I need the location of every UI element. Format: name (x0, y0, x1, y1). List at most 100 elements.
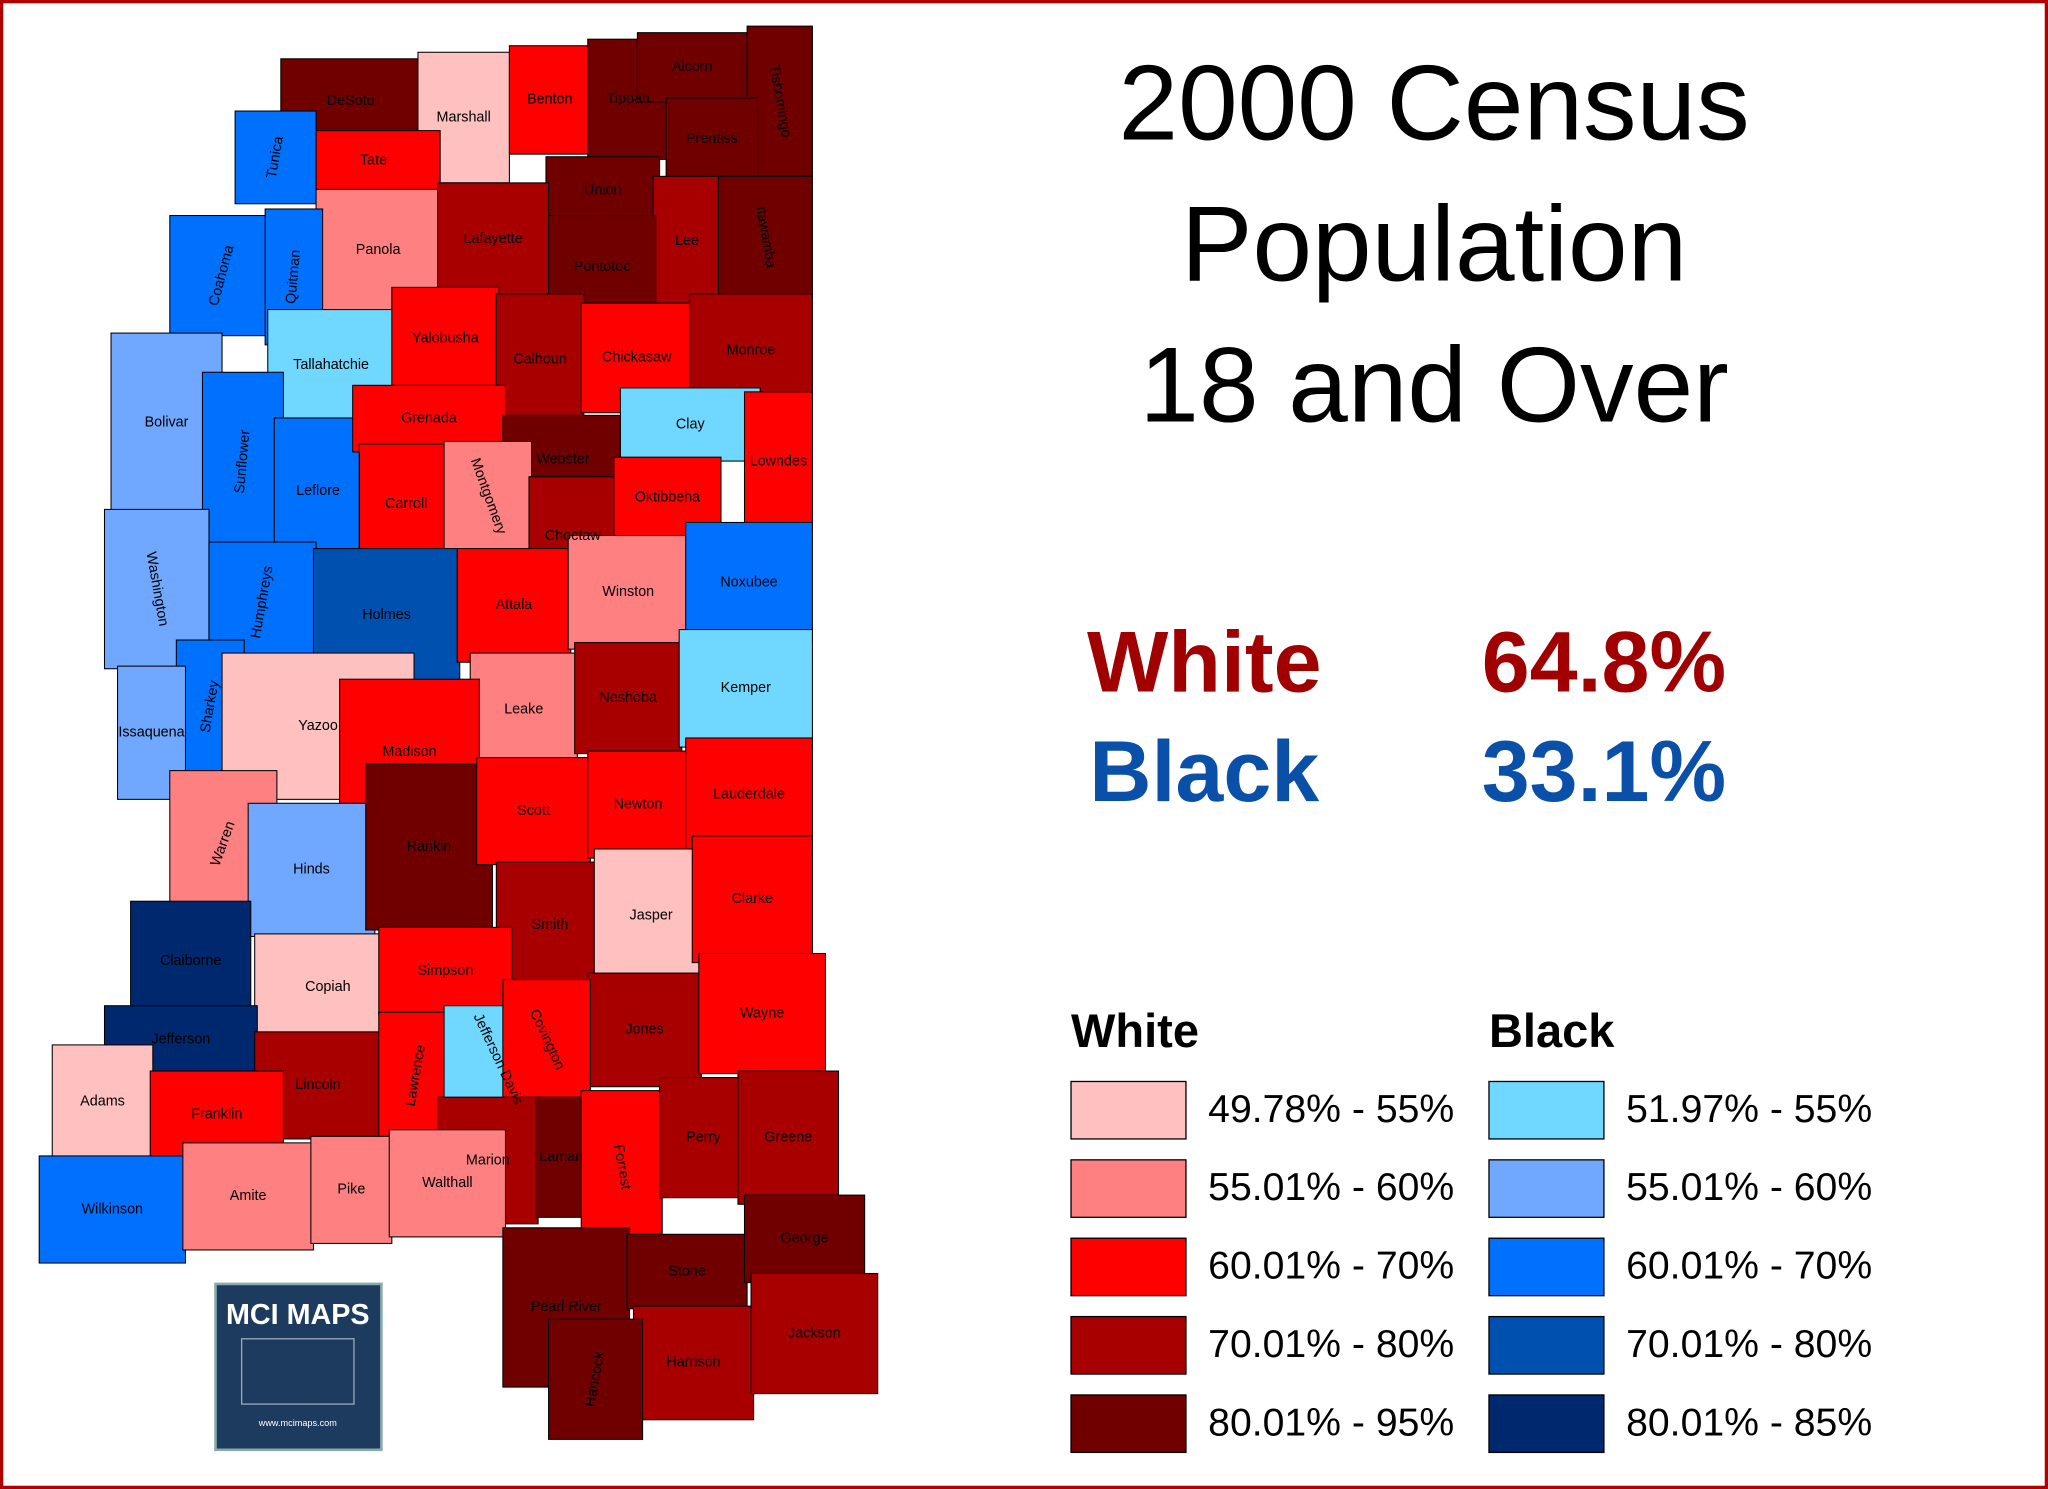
county (659, 1077, 748, 1199)
legend-label: 70.01% - 80% (1208, 1323, 1454, 1366)
county (169, 214, 275, 337)
county-label: Choctaw (545, 528, 601, 544)
legend-swatch (1070, 1315, 1187, 1375)
county-label: Jones (625, 1022, 663, 1038)
county (678, 629, 813, 748)
county-label: Smith (532, 917, 569, 933)
county-label: Prentiss (686, 131, 738, 147)
county (665, 97, 759, 181)
logo-title: MCI MAPS (226, 1299, 370, 1331)
county-label: Tunica (264, 135, 287, 180)
county-label: Union (584, 183, 622, 199)
county-label: Lamar (539, 1149, 580, 1165)
legend-label: 55.01% - 60% (1626, 1166, 1872, 1209)
county-label: Pearl River (531, 1299, 602, 1315)
legend-swatch (1488, 1080, 1605, 1140)
county (201, 371, 284, 552)
title-line: 2000 Census (1119, 42, 1750, 162)
county (388, 1129, 506, 1238)
county-label: George (781, 1231, 829, 1247)
county-label: Tate (360, 152, 387, 168)
legend-label: 80.01% - 85% (1626, 1401, 1872, 1444)
county (691, 835, 813, 964)
logo-url: www.mcimaps.com (258, 1418, 337, 1428)
county (652, 175, 722, 307)
county (456, 548, 572, 663)
legend-swatch (1070, 1237, 1187, 1297)
county-label: Tallahatchie (293, 357, 369, 373)
county (476, 757, 591, 866)
county-label: Marshall (437, 109, 491, 125)
legend-label: 51.97% - 55% (1626, 1088, 1872, 1131)
legend-label: 49.78% - 55% (1208, 1088, 1454, 1131)
legend-label: 80.01% - 95% (1208, 1401, 1454, 1444)
county-label: Rankin (407, 839, 452, 855)
county-label: Lauderdale (713, 787, 785, 803)
county (685, 521, 813, 644)
county (574, 642, 683, 755)
stat-label: White (1087, 615, 1322, 711)
county-label: Bolivar (145, 414, 189, 430)
county-label: Jefferson (151, 1031, 210, 1047)
county-label: Stone (668, 1263, 706, 1279)
county-label: Claiborne (160, 953, 221, 969)
county-label: Benton (527, 92, 573, 108)
legend-swatch (1488, 1315, 1605, 1375)
county-label: Hinds (293, 862, 330, 878)
county-label: Wilkinson (82, 1201, 143, 1217)
county (508, 45, 591, 155)
legend-label: 55.01% - 60% (1208, 1166, 1454, 1209)
county-label: Perry (686, 1129, 721, 1145)
county-label: Lowndes (750, 454, 807, 470)
county-label: Jackson (788, 1325, 841, 1341)
county-label: Scott (517, 803, 550, 819)
county (717, 175, 813, 299)
county (378, 926, 513, 1016)
county (352, 384, 506, 453)
county-label: Chickasaw (602, 350, 672, 366)
county-label: Issaquena (118, 725, 184, 741)
logo-map (240, 1338, 355, 1405)
county-label: Yalobusha (412, 331, 479, 347)
county-label: Yazoo (298, 718, 338, 734)
legend-title: Black (1489, 1004, 1615, 1057)
county (234, 110, 317, 205)
county (619, 387, 761, 462)
county-label: Alcorn (672, 59, 713, 75)
legend-swatch (1070, 1394, 1187, 1454)
legend-swatch (1488, 1159, 1605, 1218)
county (358, 443, 454, 565)
county (365, 763, 493, 931)
county (548, 1318, 644, 1440)
county-label: Newton (614, 796, 663, 812)
legend-swatch (1070, 1159, 1187, 1218)
county-label: Winston (602, 584, 654, 600)
county-label: Carroll (385, 496, 427, 512)
title-line: 18 and Over (1139, 324, 1728, 444)
county-label: Pike (337, 1182, 365, 1198)
county (698, 952, 826, 1075)
county-label: Marion (466, 1152, 510, 1168)
county-label: Panola (356, 242, 401, 258)
county (51, 1044, 154, 1160)
county-label: Sunflower (232, 429, 254, 494)
county-label: Leflore (296, 483, 340, 499)
county (593, 848, 709, 983)
county (130, 900, 252, 1022)
county-label: Webster (536, 452, 589, 468)
county-label: Jasper (630, 907, 673, 923)
county-label: Clarke (732, 891, 774, 907)
county-label: DeSoto (327, 93, 375, 109)
county-label: Kemper (721, 680, 771, 696)
county (534, 1096, 585, 1218)
legend-title: White (1071, 1004, 1199, 1057)
county (743, 391, 813, 533)
stat-value: 33.1% (1482, 724, 1726, 820)
county-label: Neshoba (600, 690, 657, 706)
county-label: Quitman (283, 249, 304, 304)
county-label: Greene (764, 1129, 812, 1145)
county (502, 979, 591, 1101)
